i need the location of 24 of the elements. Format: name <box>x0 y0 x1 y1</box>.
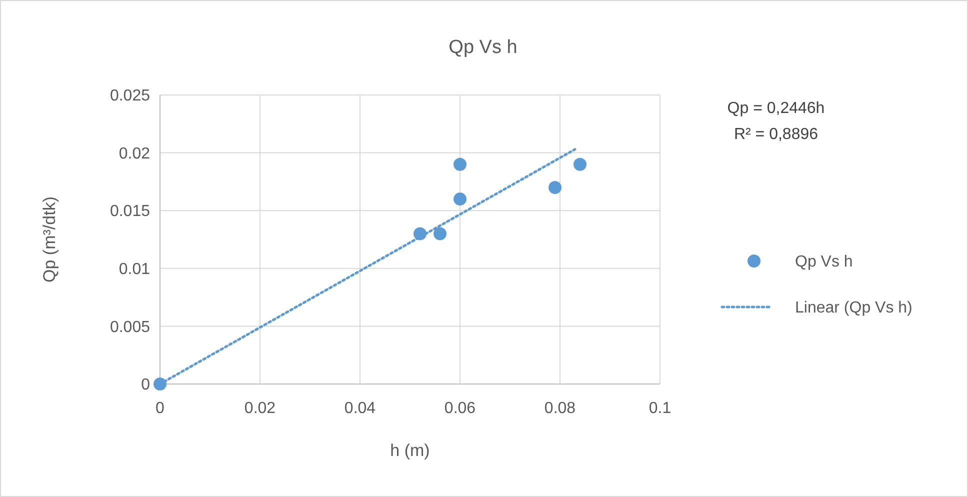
x-tick-label: 0.08 <box>544 400 576 417</box>
chart-title: Qp Vs h <box>448 37 518 58</box>
y-tick-label: 0.015 <box>110 203 150 220</box>
x-tick-label: 0.04 <box>344 400 376 417</box>
point <box>454 192 466 206</box>
text: Qp = 0,2446h <box>727 100 825 117</box>
x-axis-title: h (m) <box>390 441 430 460</box>
y-tick-label: 0 <box>141 376 150 394</box>
point <box>434 227 446 240</box>
x-tick-label: 0.02 <box>244 400 276 417</box>
text: R² = 0,8896 <box>734 126 818 143</box>
y-tick-label: 0.02 <box>118 145 150 162</box>
y-tick-label: 0.025 <box>110 88 150 105</box>
legend-label: Qp Vs h <box>795 254 853 271</box>
y-axis-title: Qp (m³/dtk) <box>40 196 59 282</box>
point <box>548 180 562 194</box>
legend-label: Linear (Qp Vs h) <box>795 300 912 317</box>
x-tick-label: 0.06 <box>444 400 476 417</box>
y-tick-label: 0.005 <box>110 318 150 336</box>
point <box>574 158 586 171</box>
y-tick-label: 0.01 <box>118 261 150 278</box>
x-tick-label: 0.1 <box>648 400 672 417</box>
point <box>454 158 466 171</box>
x-tick-label: 0 <box>156 400 165 417</box>
